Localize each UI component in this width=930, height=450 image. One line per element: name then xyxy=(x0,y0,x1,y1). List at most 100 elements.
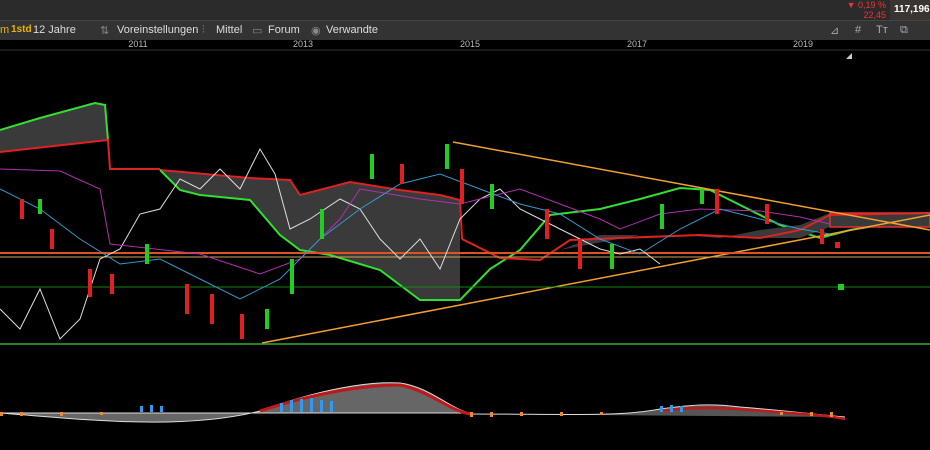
shape xyxy=(715,189,719,214)
line xyxy=(461,212,930,262)
shape xyxy=(820,229,824,244)
year-label: 2011 xyxy=(128,39,147,49)
shape xyxy=(310,398,313,412)
white-line xyxy=(0,147,661,340)
button[interactable]: Verwandte xyxy=(326,24,378,36)
macd xyxy=(0,382,846,423)
line xyxy=(0,101,109,141)
trend-lines xyxy=(261,141,930,344)
shape xyxy=(20,199,24,219)
line xyxy=(452,141,930,231)
shape xyxy=(160,406,163,412)
icon: ⫶ xyxy=(202,24,205,36)
change-pct: ▼ 0,19 % xyxy=(846,0,886,10)
shape xyxy=(700,189,704,204)
line xyxy=(140,398,683,412)
magenta-line xyxy=(0,168,831,275)
button[interactable]: Forum xyxy=(268,24,300,36)
shape xyxy=(490,184,494,209)
shape xyxy=(0,412,3,416)
shape xyxy=(20,412,23,416)
shape xyxy=(210,294,214,324)
shape xyxy=(110,274,114,294)
marker xyxy=(846,53,852,59)
top-bar: ▼ 0,19 % 22,45 117,196 xyxy=(0,0,930,20)
year-labels: 2011 2013 2015 2017 2019 xyxy=(128,39,813,49)
toolbar: m 1std 12 Jahre Voreinstellungen Mittel … xyxy=(0,20,930,40)
shape xyxy=(829,212,930,228)
shape xyxy=(680,406,683,412)
shape xyxy=(240,314,244,339)
candles xyxy=(20,144,840,339)
shape xyxy=(578,239,582,269)
line xyxy=(0,138,160,170)
shape xyxy=(140,406,143,412)
shape xyxy=(185,284,189,314)
shape xyxy=(470,412,473,417)
shape xyxy=(765,204,769,224)
shape xyxy=(490,412,493,417)
icon[interactable]: # xyxy=(855,24,862,36)
shape xyxy=(88,269,92,297)
tab[interactable]: 12 Jahre xyxy=(33,24,76,36)
shape xyxy=(600,412,603,415)
shape xyxy=(290,259,294,294)
shape xyxy=(835,242,840,248)
button[interactable]: Voreinstellungen xyxy=(117,24,199,36)
icon: ◉ xyxy=(311,25,321,37)
year-label: 2019 xyxy=(793,39,813,49)
year-label: 2013 xyxy=(293,39,313,49)
icon: ⇅ xyxy=(100,25,110,37)
shape xyxy=(610,244,614,269)
shape xyxy=(445,144,449,169)
shape xyxy=(290,400,293,412)
shape xyxy=(320,209,324,239)
year-label: 2015 xyxy=(460,39,480,49)
icon[interactable]: Tт xyxy=(876,24,888,36)
shape xyxy=(660,204,664,229)
quote: ▼ 0,19 % 22,45 117,196 xyxy=(838,0,930,20)
icon[interactable]: ⧉ xyxy=(900,24,908,36)
line xyxy=(261,214,930,344)
line xyxy=(0,103,108,152)
shape xyxy=(670,405,673,412)
chart: 2011 2013 2015 2017 2019 xyxy=(0,39,930,423)
icon: ▭ xyxy=(252,25,263,37)
shape xyxy=(460,169,464,204)
blue-line xyxy=(0,173,831,300)
line xyxy=(160,170,460,300)
shape xyxy=(370,154,374,179)
shape xyxy=(830,412,833,417)
shape xyxy=(810,412,813,416)
shape xyxy=(520,412,523,416)
shape xyxy=(330,401,333,412)
shape xyxy=(145,244,149,264)
shape xyxy=(560,412,563,416)
shape xyxy=(100,412,103,415)
line xyxy=(159,169,463,240)
shape xyxy=(50,229,54,249)
change-abs: 22,45 xyxy=(863,10,886,20)
line xyxy=(0,412,833,417)
shape xyxy=(545,209,549,239)
shape xyxy=(838,284,844,290)
shape xyxy=(780,412,783,415)
shape xyxy=(150,405,153,412)
tab[interactable]: m xyxy=(0,24,10,36)
icon[interactable]: ⊿ xyxy=(830,25,840,37)
shape xyxy=(400,164,404,184)
shape xyxy=(280,403,283,412)
line xyxy=(469,404,846,418)
shape xyxy=(320,400,323,412)
shape xyxy=(300,399,303,412)
line xyxy=(0,382,471,423)
button[interactable]: Mittel xyxy=(216,24,243,36)
clouds xyxy=(0,101,930,301)
horizontal-lines xyxy=(0,252,930,345)
quote-change: ▼ 0,19 % 22,45 xyxy=(838,0,890,20)
tab-active[interactable]: 1std xyxy=(11,24,32,35)
line xyxy=(462,213,930,260)
line xyxy=(259,383,471,416)
shape xyxy=(60,412,63,416)
shape xyxy=(38,199,42,214)
